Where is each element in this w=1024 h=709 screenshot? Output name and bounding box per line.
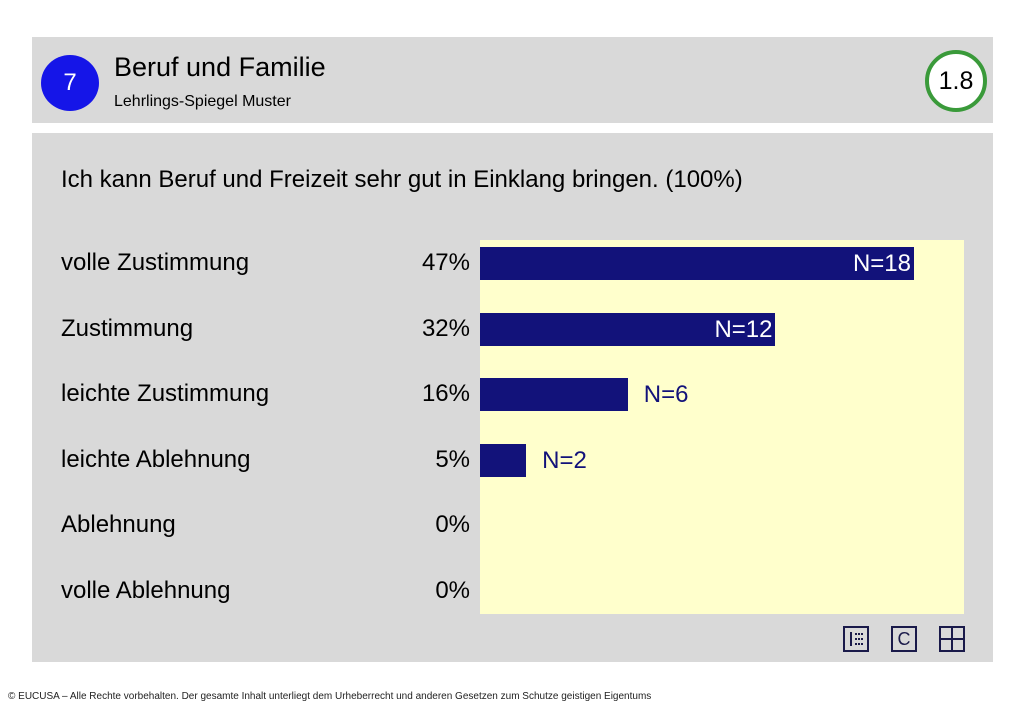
copyright-footer: © EUCUSA – Alle Rechte vorbehalten. Der … <box>8 691 652 702</box>
question-text: Ich kann Beruf und Freizeit sehr gut in … <box>61 166 743 193</box>
c-icon-label: C <box>897 629 911 649</box>
count-label: N=2 <box>542 446 587 474</box>
category-label: leichte Ablehnung <box>61 445 251 473</box>
section-number: 7 <box>63 69 77 96</box>
percent-label: 0% <box>435 577 470 604</box>
header-band <box>32 37 993 123</box>
page-number: 1.8 <box>938 66 974 95</box>
page-number-badge: 1.8 <box>925 50 987 112</box>
category-label: Zustimmung <box>61 314 194 342</box>
percent-label: 16% <box>421 380 470 408</box>
category-label: volle Ablehnung <box>61 577 231 604</box>
plot-area <box>480 240 964 614</box>
grid-icon[interactable] <box>939 626 965 652</box>
percent-label: 0% <box>435 511 470 539</box>
count-label: N=12 <box>714 315 773 343</box>
category-label: volle Zustimmung <box>61 249 250 276</box>
category-label: Ablehnung <box>61 511 176 539</box>
percent-label: 32% <box>421 314 470 342</box>
bar <box>480 378 628 412</box>
count-label: N=18 <box>852 250 911 277</box>
category-label: leichte Zustimmung <box>61 380 270 408</box>
percent-label: 47% <box>421 249 470 276</box>
page-title: Beruf und Familie <box>114 52 326 82</box>
bar <box>480 247 914 280</box>
bar <box>480 443 527 477</box>
section-number-badge: 7 <box>41 55 99 111</box>
percent-label: 5% <box>435 445 470 473</box>
bar <box>480 312 776 346</box>
c-icon[interactable]: C <box>891 626 917 652</box>
count-label: N=6 <box>643 381 689 409</box>
page-subtitle: Lehrlings-Spiegel Muster <box>114 93 291 110</box>
list-icon[interactable] <box>843 626 869 652</box>
